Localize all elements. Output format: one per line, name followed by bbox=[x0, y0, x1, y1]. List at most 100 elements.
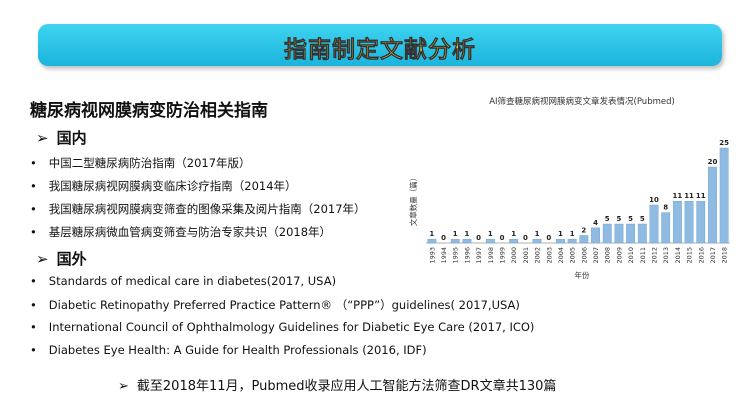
value-label: 1 bbox=[453, 230, 458, 238]
bullet: • bbox=[30, 179, 37, 193]
list-item: • 我国糖尿病视网膜病变筛查的图像采集及阅片指南（2017年） bbox=[30, 201, 366, 217]
bullet: • bbox=[30, 156, 37, 170]
value-label: 1 bbox=[535, 230, 540, 238]
value-label: 5 bbox=[628, 215, 633, 223]
value-label: 0 bbox=[476, 234, 481, 242]
x-tick-label: 2005 bbox=[569, 247, 577, 264]
y-axis-label: 文章数量（篇） bbox=[408, 174, 418, 227]
bar bbox=[509, 238, 519, 244]
bar bbox=[450, 238, 460, 244]
value-label: 1 bbox=[558, 230, 563, 238]
bar bbox=[696, 200, 706, 244]
value-label: 11 bbox=[684, 192, 694, 200]
list-item: • 中国二型糖尿病防治指南（2017年版） bbox=[30, 155, 251, 171]
x-tick-label: 2004 bbox=[557, 247, 565, 264]
bar bbox=[626, 223, 636, 244]
bar bbox=[637, 223, 647, 244]
item-text: Standards of medical care in diabetes(20… bbox=[48, 274, 337, 288]
value-label: 25 bbox=[719, 139, 729, 147]
x-tick-label: 2016 bbox=[697, 247, 705, 264]
value-label: 10 bbox=[649, 196, 659, 204]
page-title: 指南制定文献分析 bbox=[284, 37, 476, 64]
value-label: 1 bbox=[511, 230, 516, 238]
bar bbox=[684, 200, 694, 244]
x-tick-label: 1997 bbox=[475, 247, 483, 264]
bullet: • bbox=[30, 274, 37, 288]
item-text: 我国糖尿病视网膜病变临床诊疗指南（2014年） bbox=[48, 179, 297, 193]
bar bbox=[485, 238, 495, 244]
value-label: 0 bbox=[441, 234, 446, 242]
x-tick-label: 2012 bbox=[651, 247, 659, 264]
list-item: • 基层糖尿病微血管病变筛查与防治专家共识（2018年） bbox=[30, 224, 331, 240]
x-tick-label: 1994 bbox=[440, 247, 448, 264]
x-tick-label: 2002 bbox=[534, 247, 542, 264]
x-tick-label: 2009 bbox=[615, 247, 623, 264]
heading: ➢ 国内 bbox=[36, 129, 87, 147]
bullet: • bbox=[30, 225, 37, 239]
item-text: Diabetic Retinopathy Preferred Practice … bbox=[48, 298, 520, 312]
value-label: 4 bbox=[593, 219, 598, 227]
x-tick-label: 2011 bbox=[639, 247, 647, 264]
value-label: 0 bbox=[523, 234, 528, 242]
list-item: • 我国糖尿病视网膜病变临床诊疗指南（2014年） bbox=[30, 178, 297, 194]
heading-text: 国外 bbox=[56, 250, 87, 268]
section-title: 糖尿病视网膜病变防治相关指南 bbox=[30, 101, 268, 121]
footer: ➢ 截至2018年11月，Pubmed收录应用人工智能方法筛查DR文章共130篇 bbox=[118, 379, 557, 394]
item-text: 我国糖尿病视网膜病变筛查的图像采集及阅片指南（2017年） bbox=[48, 202, 366, 216]
value-label: 0 bbox=[500, 234, 505, 242]
banner: 指南制定文献分析 bbox=[38, 24, 722, 66]
bar bbox=[556, 238, 565, 244]
chart-title: AI筛查糖尿病视网膜病变文章发表情况(Pubmed) bbox=[489, 96, 675, 107]
list-item: • Diabetic Retinopathy Preferred Practice… bbox=[30, 297, 520, 313]
bar bbox=[719, 147, 729, 244]
item-text: 中国二型糖尿病防治指南（2017年版） bbox=[48, 156, 251, 170]
x-tick-label: 2001 bbox=[522, 247, 530, 264]
value-label: 2 bbox=[581, 226, 586, 234]
list-item: • Diabetes Eye Health: A Guide for Health… bbox=[30, 343, 427, 357]
bullet: • bbox=[30, 320, 37, 334]
bar bbox=[579, 235, 589, 244]
x-tick-label: 2017 bbox=[709, 247, 717, 264]
bar bbox=[602, 223, 612, 244]
value-label: 1 bbox=[488, 230, 493, 238]
bullet: • bbox=[30, 298, 37, 312]
chart: AI筛查糖尿病视网膜病变文章发表情况(Pubmed) 文章数量（篇） 年份 11… bbox=[408, 96, 730, 280]
bar bbox=[708, 166, 717, 244]
x-axis-label: 年份 bbox=[575, 270, 590, 280]
list-item: • International Council of Ophthalmology … bbox=[30, 320, 534, 334]
item-text: Diabetes Eye Health: A Guide for Health … bbox=[48, 343, 427, 357]
bar bbox=[532, 238, 542, 244]
value-label: 20 bbox=[708, 158, 718, 166]
bar bbox=[567, 238, 577, 244]
bar bbox=[591, 227, 600, 244]
value-label: 0 bbox=[546, 234, 551, 242]
heading-text: 国内 bbox=[56, 129, 87, 147]
bullet: • bbox=[30, 202, 37, 216]
x-tick-label: 1998 bbox=[487, 247, 495, 264]
x-tick-label: 2008 bbox=[604, 247, 612, 264]
bar bbox=[661, 212, 671, 244]
x-tick-label: 2014 bbox=[674, 247, 682, 264]
x-tick-label: 2015 bbox=[686, 247, 694, 264]
bar bbox=[614, 223, 624, 244]
item-text: 基层糖尿病微血管病变筛查与防治专家共识（2018年） bbox=[48, 225, 332, 239]
x-tick-label: 1993 bbox=[428, 247, 436, 264]
value-label: 11 bbox=[673, 192, 683, 200]
footer-text: 截至2018年11月，Pubmed收录应用人工智能方法筛查DR文章共130篇 bbox=[136, 379, 557, 394]
x-tick-label: 2003 bbox=[545, 247, 553, 264]
item-text: International Council of Ophthalmology G… bbox=[48, 320, 535, 334]
x-tick-label: 2000 bbox=[510, 247, 518, 264]
value-label: 1 bbox=[429, 230, 434, 238]
x-tick-label: 2010 bbox=[627, 247, 635, 264]
list-item: • Standards of medical care in diabetes(2… bbox=[30, 274, 336, 288]
bullet: • bbox=[30, 343, 37, 357]
value-label: 5 bbox=[605, 215, 610, 223]
x-tick-label: 1996 bbox=[463, 247, 471, 264]
bar bbox=[672, 200, 682, 244]
value-label: 11 bbox=[696, 192, 706, 200]
bar bbox=[462, 238, 472, 244]
bar bbox=[649, 204, 659, 244]
value-label: 5 bbox=[640, 215, 645, 223]
bar bbox=[427, 238, 437, 244]
